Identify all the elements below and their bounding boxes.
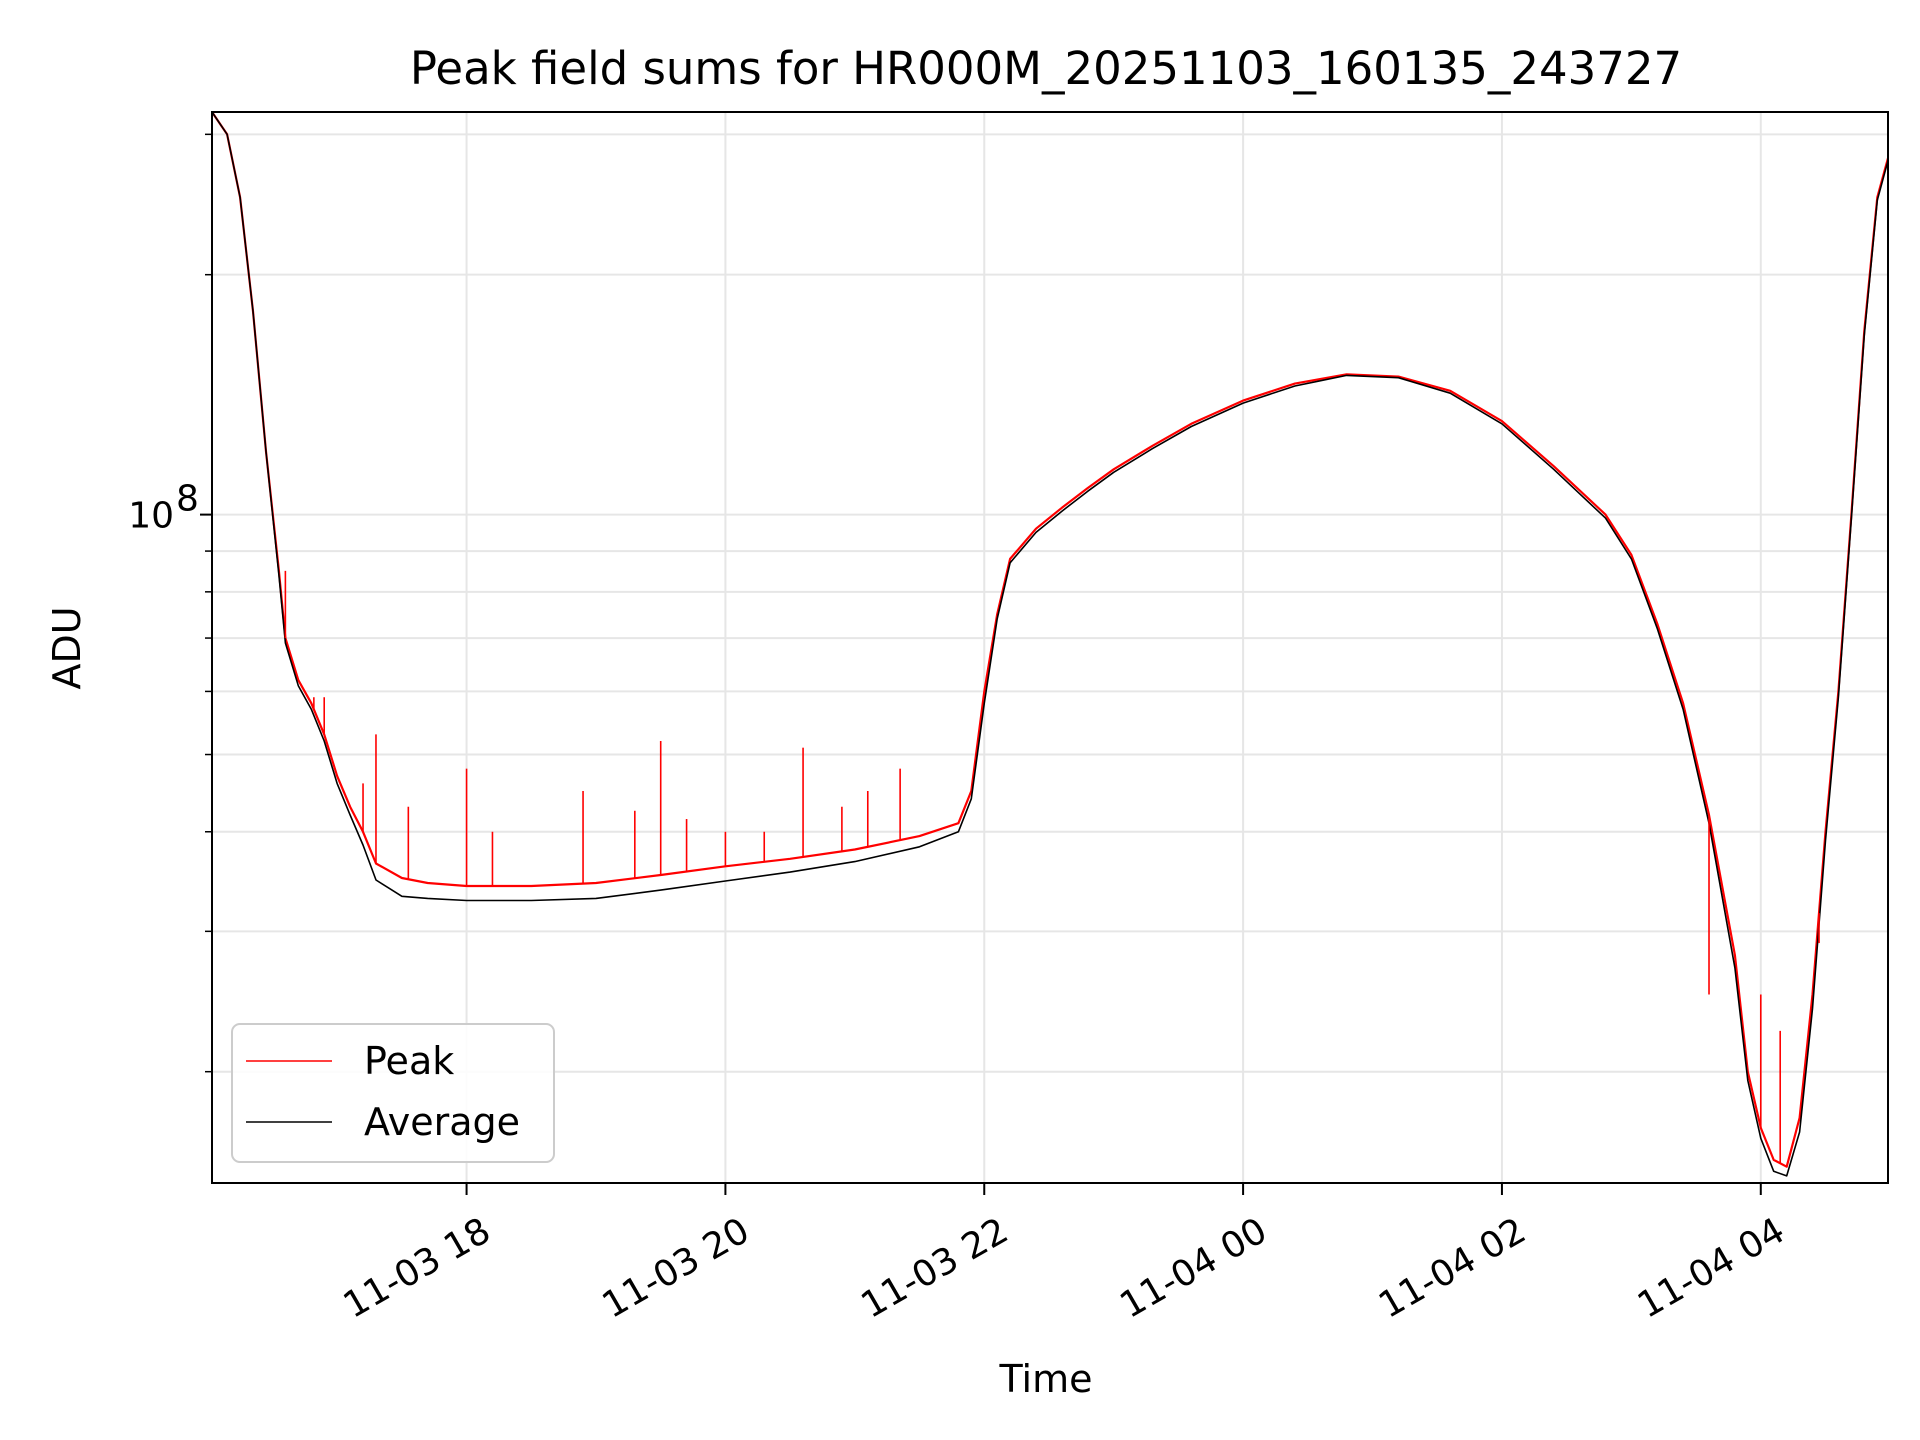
legend-box (231, 1023, 555, 1163)
grid-lines (212, 112, 1888, 1183)
x-axis-label: Time (999, 1357, 1093, 1401)
y-axis-label: ADU (45, 606, 89, 689)
legend: Peak Average (231, 1023, 555, 1163)
series-line-peak (211, 111, 1890, 1168)
y-tick-label-exponent: 8 (176, 479, 199, 520)
plot-frame (211, 111, 1889, 1184)
y-axis: 10 8 (128, 133, 212, 1073)
legend-label-peak: Peak (364, 1039, 454, 1083)
legend-label-average: Average (364, 1100, 520, 1144)
series-line-average (211, 111, 1889, 1177)
y-tick-label-base: 10 (128, 496, 174, 537)
series-layer (211, 111, 1890, 1177)
chart-title: Peak field sums for HR000M_20251103_1601… (410, 42, 1682, 95)
